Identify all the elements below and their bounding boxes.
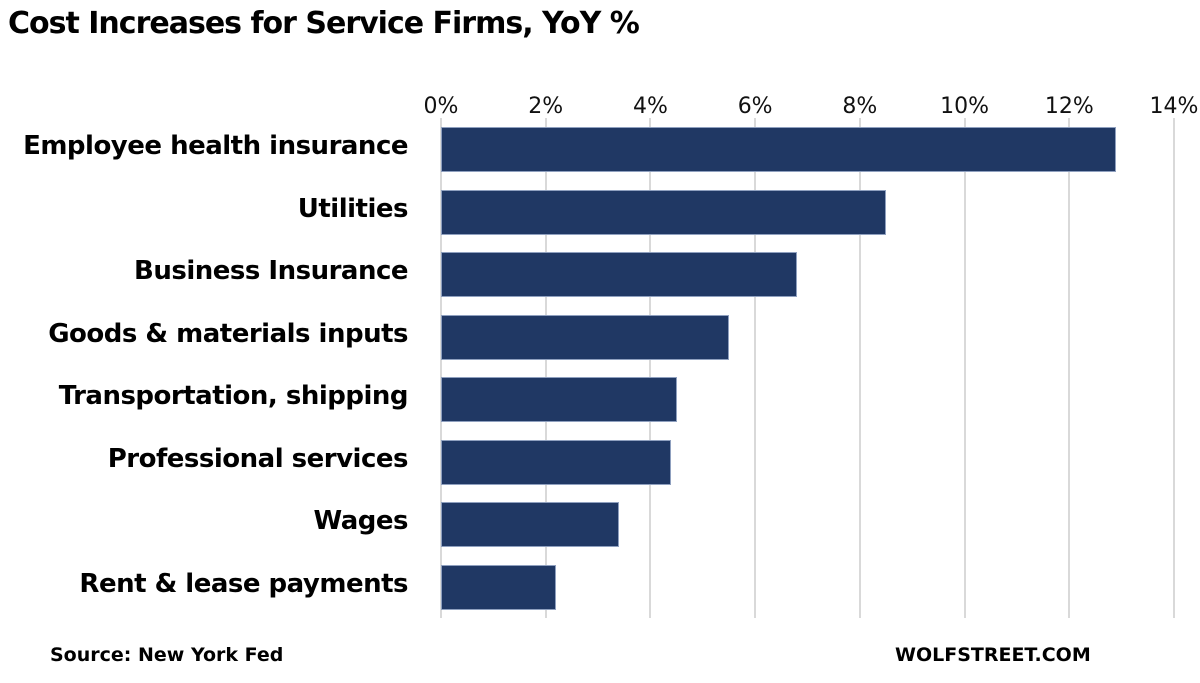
- bar: [441, 439, 672, 485]
- x-tick-label: 14%: [1149, 94, 1199, 119]
- x-tick-label: 2%: [528, 94, 564, 119]
- category-label: Transportation, shipping: [58, 381, 409, 411]
- x-tick-label: 8%: [842, 94, 878, 119]
- gridline: [858, 118, 861, 618]
- category-label: Wages: [313, 506, 408, 536]
- category-label: Business Insurance: [134, 256, 408, 286]
- category-label: Rent & lease payments: [79, 568, 408, 599]
- chart-title: Cost Increases for Service Firms, YoY %: [8, 6, 640, 41]
- x-tick-label: 6%: [737, 94, 773, 119]
- bar: [441, 252, 798, 297]
- bar: [441, 127, 1117, 172]
- x-tick-label: 4%: [632, 94, 668, 119]
- bar: [441, 502, 619, 547]
- gridline: [1068, 118, 1071, 618]
- gridline: [649, 118, 652, 618]
- category-label: Utilities: [297, 193, 409, 224]
- gridline: [963, 118, 966, 618]
- gridline: [544, 118, 547, 618]
- brand-watermark: WOLFSTREET.COM: [895, 644, 1091, 666]
- category-label: Goods & materials inputs: [48, 318, 408, 349]
- gridline: [440, 118, 442, 618]
- category-label: Employee health insurance: [23, 131, 408, 161]
- bar: [441, 189, 887, 235]
- gridline: [754, 118, 757, 618]
- source-note: Source: New York Fed: [50, 644, 284, 666]
- x-tick-label: 10%: [940, 94, 990, 119]
- bar: [441, 314, 729, 360]
- gridline: [1173, 118, 1175, 618]
- plot-area: [440, 118, 1175, 618]
- x-tick-label: 12%: [1044, 94, 1094, 119]
- bar: [441, 564, 557, 610]
- x-tick-label: 0%: [423, 94, 459, 119]
- category-label: Professional services: [107, 443, 409, 474]
- bar: [441, 377, 677, 422]
